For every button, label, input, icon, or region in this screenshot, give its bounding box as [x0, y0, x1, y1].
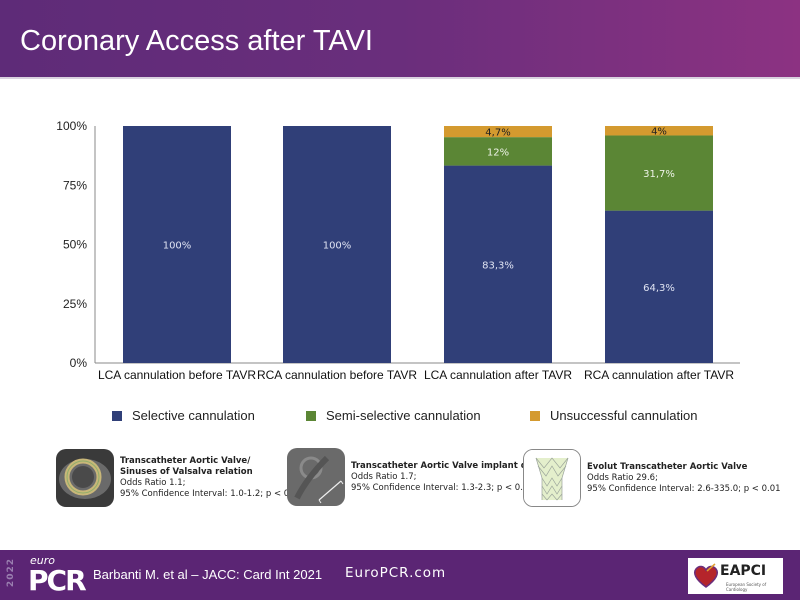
finding-title-line: Evolut Transcatheter Aortic Valve [587, 461, 748, 472]
y-tick-label: 100% [56, 119, 87, 133]
bar-segment-unsuccessful-cannulation [605, 126, 713, 136]
x-tick-label: LCA cannulation before TAVR [98, 368, 256, 382]
eapci-name: EAPCI [720, 563, 767, 579]
legend-swatch-selective [112, 410, 122, 421]
ct-cross-section-icon [56, 449, 114, 507]
slide-title: Coronary Access after TAVI [20, 25, 373, 57]
eapci-logo: EAPCI European Society of Cardiology [688, 558, 783, 594]
x-tick-label: RCA cannulation after TAVR [584, 368, 734, 382]
y-tick-label: 0% [70, 356, 88, 370]
finding-ci: 95% Confidence Interval: 2.6-335.0; p < … [587, 483, 781, 494]
y-tick-label: 25% [63, 297, 87, 311]
conference-year: 2022 [6, 558, 16, 588]
legend-label: Unsuccessful cannulation [550, 408, 698, 423]
finding-valve-sinus-relation: Transcatheter Aortic Valve/ Sinuses of V… [56, 449, 303, 507]
slide-header: Coronary Access after TAVI [0, 0, 800, 79]
data-label: 100% [323, 241, 352, 252]
finding-ci: 95% Confidence Interval: 1.0-1.2; p < 0.… [120, 489, 303, 499]
slide-footer: 2022 euro PCR Barbanti M. et al – JACC: … [0, 550, 800, 600]
finding-odds: Odds Ratio 1.7; [351, 471, 417, 482]
data-label: 100% [163, 241, 192, 252]
finding-text: Transcatheter Aortic Valve implant depth… [351, 461, 549, 494]
legend-swatch-unsuccessful [530, 410, 540, 421]
data-label: 4% [651, 127, 667, 138]
europcr-logo: PCR [28, 564, 87, 597]
finding-odds: Odds Ratio 29.6; [587, 472, 658, 483]
chart-legend: Selective cannulation Semi-selective can… [0, 408, 800, 428]
bar-segment-semi-selective-cannulation [444, 137, 552, 166]
x-tick-label: RCA cannulation before TAVR [257, 368, 417, 382]
legend-item-semi-selective: Semi-selective cannulation [306, 408, 481, 423]
finding-evolut-valve: Evolut Transcatheter Aortic Valve Odds R… [523, 449, 781, 507]
finding-text: Evolut Transcatheter Aortic Valve Odds R… [587, 462, 781, 495]
bar-segment-unsuccessful-cannulation [444, 126, 552, 138]
data-label: 64,3% [643, 283, 675, 294]
finding-odds: Odds Ratio 1.1; [120, 478, 186, 488]
legend-item-selective: Selective cannulation [112, 408, 255, 423]
y-tick-label: 50% [63, 238, 87, 252]
website-link[interactable]: EuroPCR.com [345, 565, 447, 581]
finding-implant-depth: Transcatheter Aortic Valve implant depth… [287, 448, 549, 506]
finding-text: Transcatheter Aortic Valve/ Sinuses of V… [120, 456, 303, 500]
x-tick-label: LCA cannulation after TAVR [424, 368, 572, 382]
bar-segment-selective-cannulation [283, 126, 391, 363]
valve-stent-icon [523, 449, 581, 507]
heart-icon [694, 563, 718, 588]
legend-item-unsuccessful: Unsuccessful cannulation [530, 408, 697, 423]
legend-label: Semi-selective cannulation [326, 408, 481, 423]
legend-swatch-semi-selective [306, 410, 316, 421]
bar-segment-semi-selective-cannulation [605, 135, 713, 211]
y-tick-label: 75% [63, 178, 87, 192]
bar-segment-selective-cannulation [123, 126, 231, 363]
stacked-bar-chart: 0% 25% 50% 75% 100% LCA cannulation before TA… [56, 119, 740, 382]
legend-label: Selective cannulation [132, 408, 255, 423]
data-label: 31,7% [643, 169, 675, 180]
bar-segment-selective-cannulation [444, 165, 552, 363]
data-label: 12% [487, 147, 509, 158]
citation: Barbanti M. et al – JACC: Card Int 2021 [93, 567, 323, 582]
eapci-subtitle: European Society of Cardiology [726, 582, 767, 592]
finding-ci: 95% Confidence Interval: 1.3-2.3; p < 0.… [351, 482, 534, 493]
finding-title-line: Transcatheter Aortic Valve/ [120, 456, 251, 466]
finding-title-line: Sinuses of Valsalva relation [120, 467, 253, 477]
bar-segment-selective-cannulation [605, 210, 713, 363]
angiography-icon [287, 448, 345, 506]
data-label: 4,7% [485, 128, 510, 139]
data-label: 83,3% [482, 260, 514, 271]
europcr-logo-small: euro [30, 554, 55, 567]
finding-title-line: Transcatheter Aortic Valve implant depth [351, 460, 549, 471]
